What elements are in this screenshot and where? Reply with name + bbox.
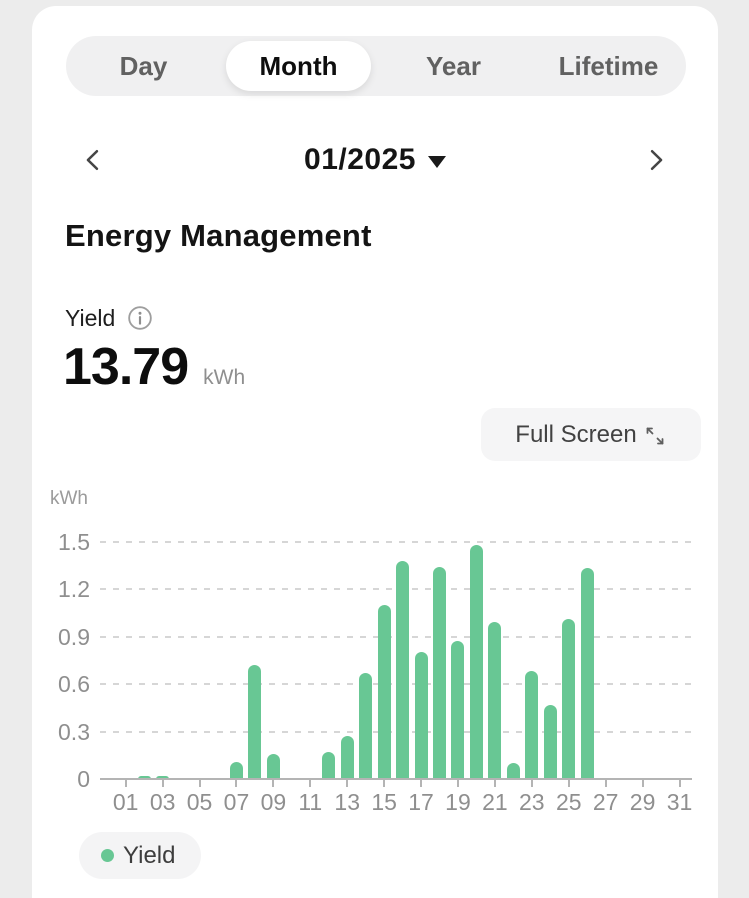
stat-unit: kWh <box>203 366 246 389</box>
bar[interactable] <box>322 752 336 779</box>
bar[interactable] <box>562 619 576 779</box>
legend-label: Yield <box>123 841 176 869</box>
stat-header: Yield <box>65 304 153 332</box>
bar[interactable] <box>137 775 151 779</box>
stat-value-row: 13.79 kWh <box>63 340 245 394</box>
selected-segment-pill <box>226 41 371 91</box>
tab-year[interactable]: Year <box>376 36 531 96</box>
stat-value: 13.79 <box>63 338 189 396</box>
bar[interactable] <box>469 544 483 779</box>
bar[interactable] <box>340 736 354 779</box>
page-title: Energy Management <box>65 218 372 253</box>
bar[interactable] <box>506 763 520 779</box>
chevron-left-icon <box>80 146 108 174</box>
bar[interactable] <box>229 761 243 779</box>
bar[interactable] <box>266 753 280 779</box>
caret-down-icon <box>427 155 446 168</box>
bar[interactable] <box>414 652 428 779</box>
bar[interactable] <box>248 665 262 779</box>
bar[interactable] <box>451 641 465 779</box>
tab-month[interactable]: Month <box>221 36 376 96</box>
bar[interactable] <box>433 566 447 779</box>
bar[interactable] <box>488 622 502 779</box>
bar[interactable] <box>359 672 373 779</box>
legend-dot-icon <box>101 849 114 862</box>
info-icon[interactable] <box>127 305 153 331</box>
tab-lifetime[interactable]: Lifetime <box>531 36 686 96</box>
date-label: 01/2025 <box>304 143 416 176</box>
bar[interactable] <box>525 671 539 779</box>
tab-day[interactable]: Day <box>66 36 221 96</box>
full-screen-label: Full Screen <box>515 420 637 448</box>
next-period-button[interactable] <box>633 138 677 182</box>
bar[interactable] <box>377 604 391 779</box>
previous-period-button[interactable] <box>72 138 116 182</box>
bar[interactable] <box>580 568 594 779</box>
chevron-right-icon <box>641 146 669 174</box>
legend-chip[interactable]: Yield <box>79 832 202 879</box>
bar[interactable] <box>543 704 557 779</box>
date-selector[interactable]: 01/2025 <box>225 138 525 182</box>
bar[interactable] <box>156 776 170 779</box>
full-screen-button[interactable]: Full Screen <box>481 408 701 461</box>
bar[interactable] <box>396 560 410 779</box>
period-segmented-control: Day Month Year Lifetime <box>66 36 686 96</box>
stat-label: Yield <box>65 304 116 331</box>
expand-arrows-icon <box>643 424 667 448</box>
